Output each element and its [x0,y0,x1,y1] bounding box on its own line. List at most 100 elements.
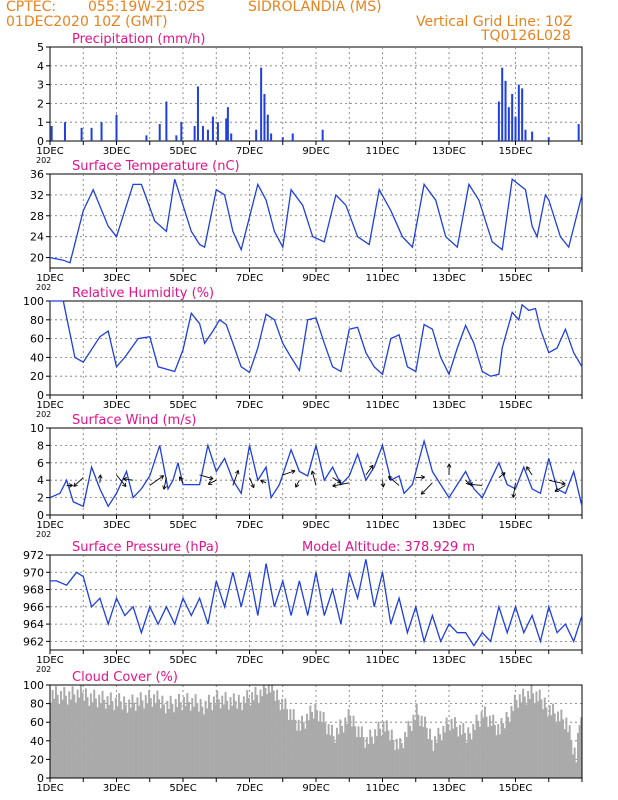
wind-arrow [526,466,533,476]
rh-ytick-label: 100 [23,295,44,308]
cloud-column [184,705,187,778]
cloud-column [360,726,363,778]
cloud-column [58,703,61,778]
cloud-column [420,715,423,778]
cloud-column [317,721,320,778]
cloud-ytick-label: 20 [30,753,44,766]
temp-xtick-label: 1DEC [36,273,63,284]
rh-series-line [50,300,583,377]
wind-arrow [498,472,506,478]
precip-xtick-label: 15DEC [499,146,533,157]
temp-xtick-label: 3DEC [103,273,130,284]
cloud-column [472,724,475,778]
cloud-column [512,711,515,778]
wind-xtick-label: 7DEC [236,520,263,531]
cloud-column [565,717,568,778]
pressure-xtick-label: 15DEC [499,655,533,666]
cloud-column [231,705,234,778]
cloud-column [214,704,217,778]
precip-bar [180,122,183,141]
cloud-column [183,697,185,778]
cloud-column [161,695,164,778]
temp-ytick-label: 36 [30,168,44,181]
cloud-title: Cloud Cover (%) [72,670,178,685]
cloud-column [114,697,117,778]
cloud-column [76,689,79,778]
header-station: SIDROLANDIA (MS) [248,0,382,15]
cloud-column [94,698,97,778]
cloud-column [447,724,450,778]
cloud-column [365,737,368,778]
cloud-column [153,694,156,778]
cloud-column [577,732,579,778]
cloud-ytick-label: 100 [23,679,44,692]
wind-arrow [179,476,184,484]
cloud-column [84,688,87,778]
cloud-column [262,685,265,778]
cloud-column [400,743,403,778]
cloud-column [226,700,229,778]
cloud-column [530,685,533,778]
rh-xtick-label: 3DEC [103,400,130,411]
cloud-column [324,723,327,778]
wind-arrowhead [561,481,566,486]
cloud-column [302,722,305,778]
pressure-ytick-label: 966 [23,601,44,614]
pressure-ytick-label: 962 [23,635,44,648]
wind-title: Surface Wind (m/s) [72,413,196,428]
cloud-column [357,726,360,778]
cloud-column [216,690,219,778]
cloud-column [552,703,555,778]
rh-xtick-label: 5DEC [169,400,196,411]
cloud-column [502,723,505,778]
header-model: TQ0126L028 [481,28,571,44]
cloud-column [54,686,57,778]
cloud-column [156,690,159,778]
cloud-column [252,700,255,778]
wind-arrowhead [235,470,240,475]
cloud-column [108,704,111,778]
cloud-column [204,700,207,778]
cloud-column [417,714,420,778]
wind-arrowhead [332,483,337,488]
cloud-column [449,730,451,778]
cloud-column [527,691,530,778]
cloud-column [487,726,490,778]
cloud-column [508,722,511,778]
precip-year-stub: 202 [36,156,51,165]
cloud-column [545,707,548,778]
cloud-column [271,685,274,778]
cloud-column [237,694,240,778]
cloud-column [550,715,553,778]
cloud-column [548,705,551,778]
cloud-column [490,725,493,778]
cloud-column [194,694,197,778]
precip-bar [196,86,199,141]
cloud-column [435,742,438,778]
cloud-column [266,694,269,778]
pressure-ytick-label: 964 [23,618,44,631]
cloud-column [272,690,275,778]
wind-xtick-label: 13DEC [432,520,466,531]
wind-arrowhead [122,476,128,482]
temp-xtick-label: 13DEC [432,273,466,284]
cloud-column [485,716,488,778]
cloud-column [274,700,277,778]
wind-arrowhead [337,479,342,484]
cloud-column [493,724,496,778]
cloud-ytick-label: 60 [30,716,44,729]
cloud-column [191,698,194,778]
wind-xtick-label: 1DEC [36,520,63,531]
cloud-column [402,748,405,778]
cloud-column [377,721,380,778]
header-source: CPTEC: [6,0,57,15]
cloud-column [113,710,116,778]
precip-bar [206,129,209,141]
cloud-column [320,722,323,778]
wind-arrow [311,470,317,486]
wind-xtick-label: 3DEC [103,520,130,531]
precip-bar [263,94,266,141]
wind-arrow [123,478,134,481]
wind-arrowhead [162,485,167,490]
cloud-column [169,695,172,778]
